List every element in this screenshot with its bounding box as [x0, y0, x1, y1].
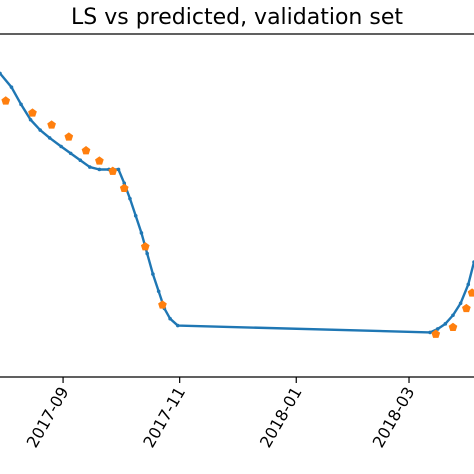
- actual-point: [443, 322, 448, 326]
- x-axis-ticks: 2017-09 2017-11 2018-01 2018-03: [23, 377, 419, 451]
- actual-point: [156, 289, 161, 294]
- actual-point: [175, 323, 180, 328]
- chart-title: LS vs predicted, validation set: [71, 5, 403, 30]
- actual-point: [88, 165, 92, 169]
- predicted-point: [431, 329, 441, 338]
- actual-point: [28, 117, 33, 122]
- actual-point: [451, 313, 455, 318]
- actual-point: [133, 213, 138, 218]
- predicted-point: [95, 156, 104, 165]
- predicted-point: [462, 303, 471, 313]
- x-tick-label: 2018-03: [369, 384, 419, 451]
- actual-point: [435, 327, 440, 331]
- plot-area: [0, 71, 474, 338]
- series-line-actual: [0, 72, 474, 334]
- predicted-point: [81, 146, 91, 155]
- predicted-point: [28, 108, 37, 117]
- x-tick-label: 2018-01: [256, 384, 306, 451]
- predicted-point: [467, 288, 474, 297]
- actual-point: [9, 85, 14, 89]
- actual-point: [38, 128, 42, 132]
- predicted-point: [158, 300, 167, 309]
- actual-point: [151, 272, 155, 276]
- actual-point: [0, 71, 2, 76]
- actual-point: [68, 151, 73, 156]
- actual-point: [122, 181, 127, 186]
- actual-point: [19, 102, 23, 107]
- predicted-point: [47, 120, 56, 129]
- actual-point: [128, 196, 132, 201]
- x-tick-label: 2017-09: [23, 384, 73, 451]
- actual-point: [59, 144, 63, 149]
- predicted-point: [108, 166, 118, 175]
- actual-point: [97, 167, 102, 172]
- predicted-point: [448, 322, 458, 331]
- actual-point: [47, 136, 52, 140]
- actual-point: [458, 301, 463, 306]
- actual-point: [145, 251, 149, 256]
- predicted-point: [64, 132, 74, 141]
- actual-point: [428, 330, 432, 335]
- predicted-point: [119, 183, 129, 193]
- actual-point: [116, 167, 121, 172]
- actual-point: [139, 231, 144, 235]
- actual-point: [466, 282, 471, 287]
- actual-point: [78, 158, 83, 163]
- actual-point: [168, 316, 172, 321]
- predicted-point: [140, 242, 150, 251]
- predicted-point: [1, 96, 11, 105]
- x-tick-label: 2017-11: [139, 384, 189, 451]
